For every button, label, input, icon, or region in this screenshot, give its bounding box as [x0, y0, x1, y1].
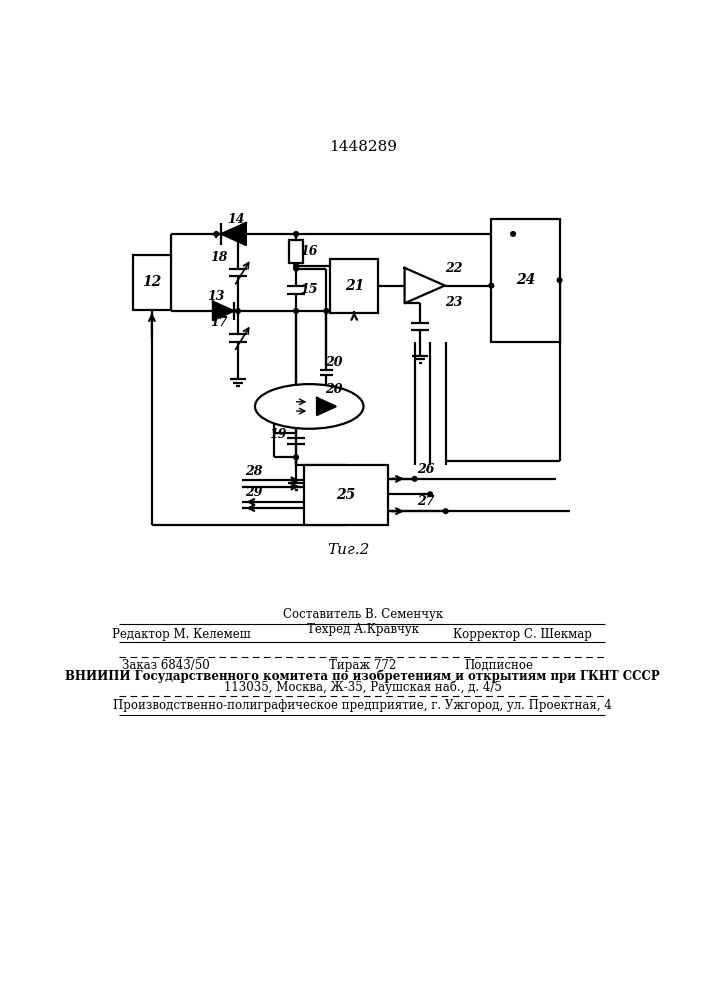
- Circle shape: [428, 492, 433, 497]
- Circle shape: [489, 283, 493, 288]
- Text: 27: 27: [418, 495, 435, 508]
- Text: 113035, Москва, Ж-35, Раушская наб., д. 4/5: 113035, Москва, Ж-35, Раушская наб., д. …: [224, 681, 502, 694]
- Text: 24: 24: [516, 273, 535, 287]
- Text: 22: 22: [445, 262, 463, 275]
- Polygon shape: [213, 302, 233, 320]
- Text: Корректор С. Шекмар: Корректор С. Шекмар: [453, 628, 592, 641]
- Text: 17: 17: [211, 316, 228, 329]
- Circle shape: [293, 309, 298, 313]
- Text: 20: 20: [325, 383, 343, 396]
- Text: 25: 25: [336, 488, 356, 502]
- Text: Производственно-полиграфическое предприятие, г. Ужгород, ул. Проектная, 4: Производственно-полиграфическое предприя…: [113, 699, 612, 712]
- Text: Заказ 6843/50: Заказ 6843/50: [122, 659, 210, 672]
- Text: Подписное: Подписное: [464, 659, 534, 672]
- Text: 28: 28: [245, 465, 262, 478]
- Text: 13: 13: [206, 290, 224, 303]
- Text: 29: 29: [245, 486, 262, 499]
- Circle shape: [293, 455, 298, 460]
- Text: 21: 21: [344, 279, 364, 293]
- Text: 14: 14: [228, 213, 245, 226]
- Circle shape: [293, 232, 298, 236]
- Circle shape: [214, 232, 218, 236]
- Text: Τиг.2: Τиг.2: [327, 543, 369, 557]
- Bar: [330, 259, 378, 312]
- Text: 12: 12: [142, 275, 162, 289]
- Circle shape: [412, 477, 417, 481]
- Text: 1448289: 1448289: [329, 140, 397, 154]
- Text: 23: 23: [445, 296, 463, 309]
- Text: ВНИИПИ Государственного комитета по изобретениям и открытиям при ГКНТ СССР: ВНИИПИ Государственного комитета по изоб…: [66, 670, 660, 683]
- Text: 20: 20: [325, 356, 343, 369]
- Circle shape: [443, 509, 448, 513]
- Bar: [491, 219, 559, 342]
- Circle shape: [557, 278, 562, 282]
- Ellipse shape: [255, 384, 363, 429]
- Circle shape: [235, 309, 240, 313]
- Text: Редактор М. Келемеш: Редактор М. Келемеш: [112, 628, 251, 641]
- Bar: [289, 240, 303, 263]
- Text: 19: 19: [269, 428, 286, 441]
- Circle shape: [510, 232, 515, 236]
- Circle shape: [324, 309, 329, 313]
- Text: Тираж 772: Тираж 772: [329, 659, 397, 672]
- Circle shape: [293, 263, 298, 268]
- Text: 26: 26: [418, 463, 435, 476]
- Text: Техред А.Кравчук: Техред А.Кравчук: [307, 623, 419, 636]
- Text: 18: 18: [211, 251, 228, 264]
- Bar: [304, 465, 387, 525]
- Polygon shape: [221, 223, 246, 245]
- Bar: [134, 255, 170, 310]
- Circle shape: [293, 266, 298, 271]
- Text: 16: 16: [300, 245, 317, 258]
- Polygon shape: [317, 398, 336, 415]
- Text: Составитель В. Семенчук: Составитель В. Семенчук: [283, 608, 443, 621]
- Text: 15: 15: [300, 283, 317, 296]
